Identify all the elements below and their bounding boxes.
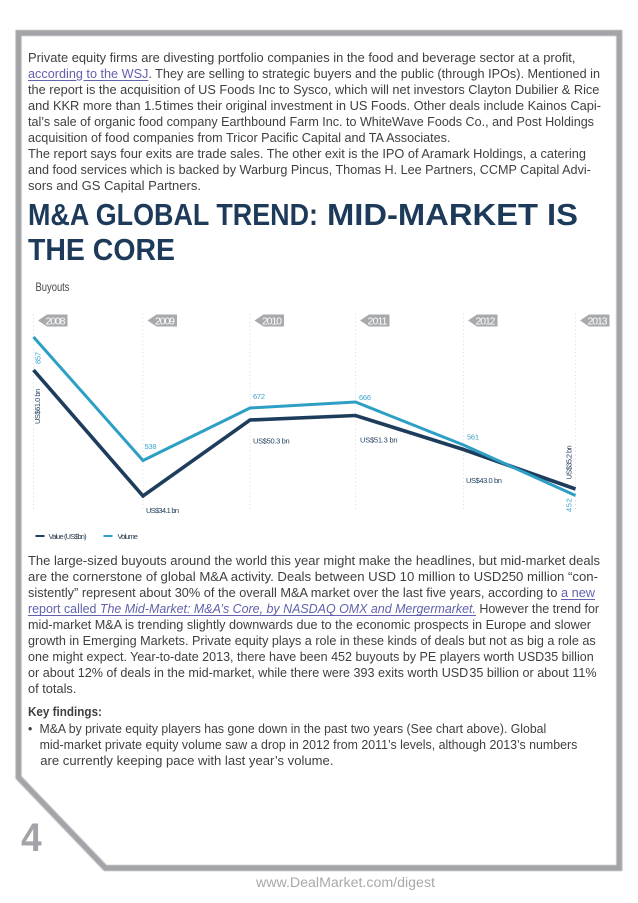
svg-text:452: 452 xyxy=(565,498,574,512)
svg-text:US$50.3 bn: US$50.3 bn xyxy=(253,437,290,446)
svg-text:857: 857 xyxy=(34,352,43,364)
svg-text:672: 672 xyxy=(253,392,265,401)
svg-text:Buyouts: Buyouts xyxy=(36,281,70,294)
svg-text:Volume: Volume xyxy=(118,532,138,541)
svg-text:US$35.2 bn: US$35.2 bn xyxy=(565,445,574,479)
svg-text:2008: 2008 xyxy=(46,315,66,327)
svg-text:666: 666 xyxy=(359,393,371,402)
svg-text:2012: 2012 xyxy=(476,315,496,327)
svg-text:US$34.1 bn: US$34.1 bn xyxy=(146,506,179,515)
svg-text:2010: 2010 xyxy=(262,315,282,327)
svg-text:2011: 2011 xyxy=(368,315,388,327)
svg-text:US$61.0 bn: US$61.0 bn xyxy=(33,389,42,424)
svg-text:US$43.0 bn: US$43.0 bn xyxy=(466,476,502,485)
svg-text:538: 538 xyxy=(145,442,157,451)
svg-text:US$51.3 bn: US$51.3 bn xyxy=(360,436,398,445)
svg-text:2009: 2009 xyxy=(155,315,175,327)
svg-text:2013: 2013 xyxy=(588,315,608,327)
svg-text:561: 561 xyxy=(467,433,479,442)
svg-text:Value (US$bn): Value (US$bn) xyxy=(49,532,88,541)
